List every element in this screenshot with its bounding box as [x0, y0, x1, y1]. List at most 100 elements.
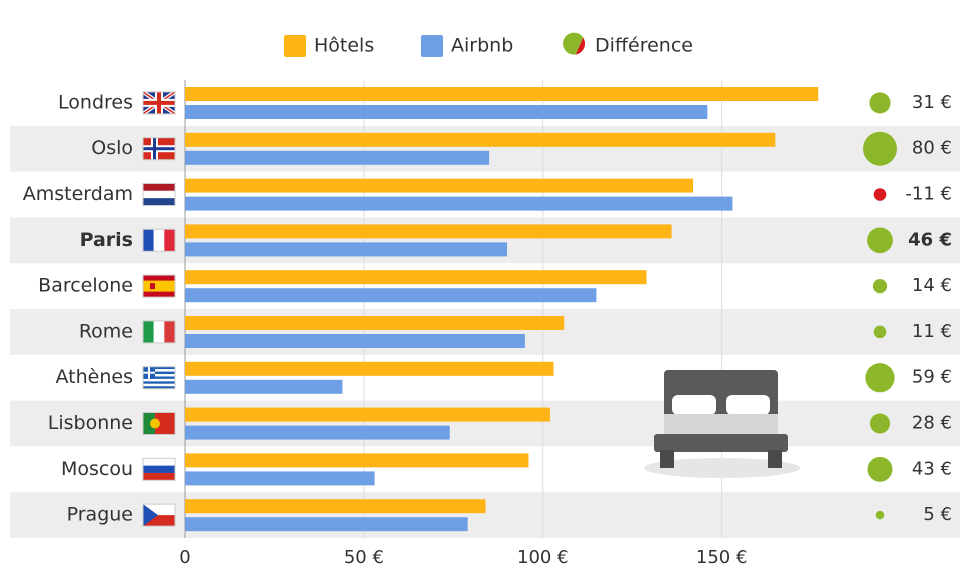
data-label: -11 € [905, 184, 952, 205]
flag-part [143, 320, 154, 343]
bar [185, 407, 550, 422]
flag-part [143, 504, 175, 516]
bar [185, 150, 490, 165]
difference-bubble [867, 227, 893, 254]
flag-part [142, 320, 176, 344]
bar [185, 224, 672, 239]
legend-label: Différence [595, 35, 693, 57]
y-tick-label: Londres [58, 91, 133, 113]
flag [142, 457, 176, 481]
flag-part [143, 458, 175, 466]
difference-bubble [865, 363, 895, 393]
flag-part [143, 147, 175, 151]
difference-bubble [873, 325, 887, 339]
legend-swatch [575, 37, 586, 55]
data-label: 43 € [912, 458, 952, 479]
flag-part [142, 412, 176, 435]
difference-bubble [872, 278, 888, 294]
bar [185, 334, 525, 348]
legend-swatch [421, 35, 443, 57]
data-label: 80 € [912, 138, 952, 159]
x-tick-label: 150 € [696, 547, 748, 568]
flag-part [143, 371, 175, 375]
y-tick-label: Lisbonne [48, 412, 133, 434]
flag-part [143, 371, 155, 374]
flag-part [164, 229, 175, 252]
flag-part [143, 465, 175, 473]
flag [142, 412, 176, 435]
flag-part [142, 457, 176, 481]
flag-part [142, 91, 176, 115]
data-label: 59 € [912, 367, 952, 388]
flag-part [143, 515, 175, 527]
bar [185, 105, 708, 119]
y-tick-label: Barcelone [38, 275, 133, 297]
x-tick-label: 100 € [517, 547, 569, 568]
flag [142, 366, 176, 390]
data-label: 11 € [912, 321, 952, 342]
bed-icon [644, 370, 800, 478]
flag-part [143, 190, 175, 199]
flag-part [150, 283, 155, 290]
bar [185, 196, 733, 211]
flag-part [143, 412, 155, 435]
bar [185, 425, 450, 440]
flag-part [153, 320, 165, 343]
flag-part [143, 183, 175, 191]
y-tick-label: Oslo [91, 137, 133, 159]
flag-part [143, 376, 175, 379]
y-tick-label: Athènes [56, 366, 133, 388]
legend-label: Airbnb [451, 35, 513, 57]
flag [141, 90, 177, 116]
x-tick-label: 50 € [344, 547, 384, 568]
bar [185, 379, 343, 394]
flag-part [142, 503, 176, 527]
flag-part [143, 100, 175, 105]
flag-part [143, 374, 175, 377]
flag-part [143, 504, 158, 527]
flag [142, 274, 176, 298]
bar [185, 517, 468, 532]
flag-part [143, 381, 175, 384]
difference-bubble [867, 456, 893, 482]
legend-label: Hôtels [314, 35, 374, 57]
data-label: 28 € [912, 413, 952, 434]
data-label: 5 € [923, 504, 952, 525]
difference-bubble [875, 510, 885, 520]
flag [142, 320, 176, 344]
x-tick-label: 0 [179, 547, 190, 568]
flag-part [142, 137, 176, 161]
flag-part [143, 383, 175, 387]
difference-bubble [869, 413, 891, 434]
bar [185, 499, 486, 514]
bar [185, 242, 507, 257]
y-tick-label: Moscou [61, 458, 133, 480]
flag-part [143, 386, 175, 389]
legend-swatch [563, 32, 584, 55]
bar [185, 288, 597, 303]
bar [185, 87, 819, 101]
legend-swatch [284, 35, 306, 57]
bar [185, 316, 565, 330]
y-tick-label: Amsterdam [23, 183, 133, 205]
flag-part [142, 274, 176, 298]
y-tick-label: Prague [67, 504, 133, 526]
y-tick-label: Rome [79, 320, 133, 342]
data-label: 14 € [912, 275, 952, 296]
flag [142, 228, 176, 252]
data-label: 46 € [908, 229, 952, 250]
flag-part [164, 320, 175, 343]
flag-part [143, 229, 154, 252]
difference-bubble [863, 131, 897, 166]
flag-part [143, 366, 175, 370]
bar [185, 178, 694, 193]
flag-part [143, 378, 175, 382]
flag [142, 503, 176, 527]
bar [185, 132, 776, 147]
flag-part [143, 369, 175, 372]
data-label: 31 € [912, 92, 952, 113]
flag-part [143, 198, 175, 206]
bar [185, 453, 529, 468]
flag-part [142, 228, 176, 252]
